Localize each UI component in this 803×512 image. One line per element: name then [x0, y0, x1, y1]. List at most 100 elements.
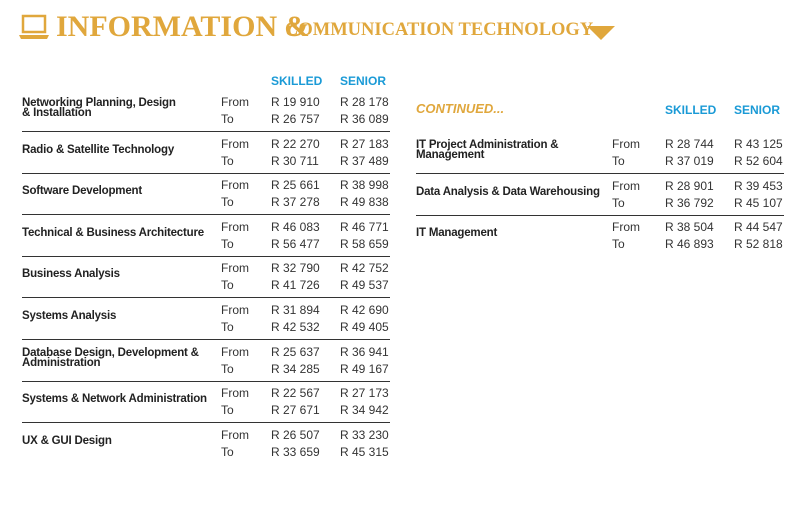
range-label: From [221, 178, 249, 193]
range-label: From [221, 386, 249, 401]
title-main: INFORMATION & [56, 10, 310, 43]
role-name: & Installation [22, 107, 92, 119]
row-separator [416, 173, 784, 174]
salary-skilled: R 26 757 [271, 112, 320, 126]
range-label: To [612, 154, 625, 168]
salary-senior: R 58 659 [340, 236, 389, 251]
column-header: SKILLED [665, 103, 717, 117]
down-arrow [587, 26, 615, 40]
salary-senior: R 49 167 [340, 361, 389, 376]
role-name: Database Design, Development & [22, 346, 199, 359]
role-name: Management [416, 149, 485, 161]
salary-senior: R 36 089 [340, 112, 389, 126]
range-label: From [612, 137, 640, 151]
salary-senior: R 42 752 [340, 261, 389, 276]
salary-skilled: R 28 901 [665, 178, 714, 193]
salary-skilled: R 31 894 [271, 303, 320, 317]
salary-senior: R 28 178 [340, 95, 389, 109]
range-label: From [221, 261, 249, 276]
salary-skilled: R 32 790 [271, 261, 320, 276]
salary-senior: R 45 315 [340, 444, 389, 459]
range-label: To [221, 278, 234, 293]
salary-skilled: R 36 792 [665, 195, 714, 210]
role-name: Systems & Network Administration [22, 393, 207, 406]
range-label: To [221, 153, 234, 168]
salary-skilled: R 33 659 [271, 444, 320, 459]
range-label: From [612, 178, 640, 193]
range-label: To [221, 403, 234, 418]
salary-senior: R 49 537 [340, 278, 389, 293]
row-separator [22, 339, 390, 340]
range-label: From [221, 219, 249, 234]
salary-senior: R 45 107 [734, 195, 783, 210]
salary-senior: R 46 771 [340, 219, 389, 234]
role-name: Business Analysis [22, 268, 120, 281]
salary-skilled: R 26 507 [271, 427, 320, 442]
salary-skilled: R 34 285 [271, 361, 320, 376]
salary-skilled: R 46 083 [271, 219, 320, 234]
row-separator [22, 131, 390, 132]
row-separator [22, 380, 390, 382]
salary-senior: R 43 125 [734, 137, 783, 151]
salary-senior: R 39 453 [734, 178, 783, 193]
salary-senior: R 36 941 [340, 344, 389, 359]
range-label: To [612, 195, 625, 210]
salary-senior: R 52 818 [734, 237, 783, 251]
role-name: Administration [22, 356, 101, 369]
row-separator [22, 255, 390, 257]
range-label: To [221, 361, 234, 376]
salary-skilled: R 30 711 [271, 153, 319, 168]
title-sub: COMMUNICATION TECHNOLOGY [285, 20, 594, 40]
range-label: To [221, 112, 234, 126]
role-name: Software Development [22, 185, 142, 198]
column-header: SENIOR [734, 103, 781, 117]
row-separator [22, 214, 390, 216]
range-label: From [221, 136, 249, 151]
salary-skilled: R 37 278 [271, 195, 320, 210]
range-label: To [221, 195, 234, 210]
range-label: From [221, 427, 249, 442]
salary-skilled: R 42 532 [271, 320, 320, 334]
salary-skilled: R 27 671 [271, 403, 320, 418]
row-separator [22, 422, 390, 424]
role-name: Networking Planning, Design [22, 97, 176, 109]
role-name: Systems Analysis [22, 310, 117, 322]
salary-senior: R 34 942 [340, 403, 389, 418]
range-label: To [221, 444, 234, 459]
salary-senior: R 37 489 [340, 153, 389, 168]
laptop-icon [19, 14, 49, 39]
salary-senior: R 42 690 [340, 303, 389, 317]
role-name: IT Project Administration & [416, 139, 559, 151]
salary-skilled: R 28 744 [665, 137, 714, 151]
range-label: To [221, 320, 234, 334]
range-label: From [221, 303, 249, 317]
salary-senior: R 49 838 [340, 195, 389, 210]
salary-skilled: R 25 637 [271, 344, 320, 359]
salary-skilled: R 37 019 [665, 154, 714, 168]
role-name: Radio & Satellite Technology [22, 143, 175, 156]
range-label: From [612, 220, 640, 234]
salary-senior: R 27 183 [340, 136, 389, 151]
salary-senior: R 27 173 [340, 386, 389, 401]
salary-skilled: R 56 477 [271, 236, 320, 251]
salary-skilled: R 46 893 [665, 237, 714, 251]
salary-skilled: R 41 726 [271, 278, 320, 293]
salary-senior: R 49 405 [340, 320, 389, 334]
salary-skilled: R 38 504 [665, 220, 714, 234]
salary-senior: R 33 230 [340, 427, 389, 442]
column-header: SKILLED [271, 74, 323, 88]
role-name: Technical & Business Architecture [22, 226, 204, 239]
continued-heading: CONTINUED... [416, 101, 505, 116]
column-header: SENIOR [340, 74, 387, 88]
salary-senior: R 52 604 [734, 154, 783, 168]
role-name: IT Management [416, 227, 498, 239]
row-separator [22, 297, 390, 299]
salary-senior: R 44 547 [734, 220, 783, 234]
salary-skilled: R 22 567 [271, 386, 320, 401]
range-label: From [221, 95, 249, 109]
range-label: From [221, 344, 249, 359]
salary-skilled: R 19 910 [271, 95, 320, 109]
salary-senior: R 38 998 [340, 178, 389, 193]
row-separator [416, 214, 784, 216]
